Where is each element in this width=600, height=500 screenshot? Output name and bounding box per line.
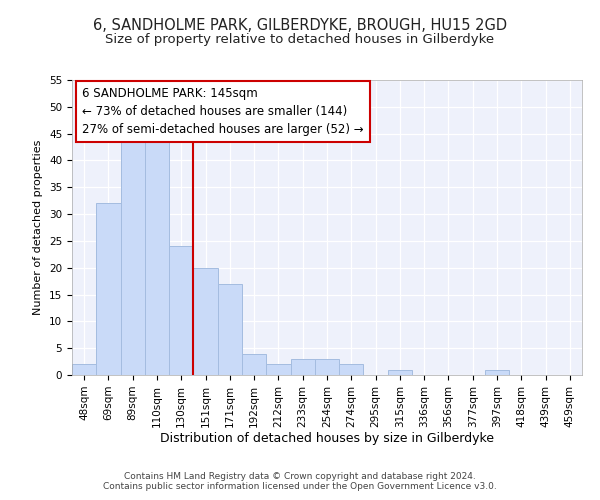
Bar xyxy=(388,370,412,375)
Text: 6 SANDHOLME PARK: 145sqm
← 73% of detached houses are smaller (144)
27% of semi-: 6 SANDHOLME PARK: 145sqm ← 73% of detach… xyxy=(82,88,364,136)
Bar xyxy=(315,359,339,375)
Bar xyxy=(96,204,121,375)
Text: Contains HM Land Registry data © Crown copyright and database right 2024.: Contains HM Land Registry data © Crown c… xyxy=(124,472,476,481)
Text: Size of property relative to detached houses in Gilberdyke: Size of property relative to detached ho… xyxy=(106,32,494,46)
Bar xyxy=(145,139,169,375)
Text: 6, SANDHOLME PARK, GILBERDYKE, BROUGH, HU15 2GD: 6, SANDHOLME PARK, GILBERDYKE, BROUGH, H… xyxy=(93,18,507,32)
Bar xyxy=(485,370,509,375)
Y-axis label: Number of detached properties: Number of detached properties xyxy=(34,140,43,315)
Bar xyxy=(72,364,96,375)
X-axis label: Distribution of detached houses by size in Gilberdyke: Distribution of detached houses by size … xyxy=(160,432,494,446)
Bar xyxy=(339,364,364,375)
Bar xyxy=(121,139,145,375)
Bar xyxy=(218,284,242,375)
Bar xyxy=(193,268,218,375)
Bar xyxy=(242,354,266,375)
Bar xyxy=(266,364,290,375)
Bar xyxy=(169,246,193,375)
Text: Contains public sector information licensed under the Open Government Licence v3: Contains public sector information licen… xyxy=(103,482,497,491)
Bar xyxy=(290,359,315,375)
